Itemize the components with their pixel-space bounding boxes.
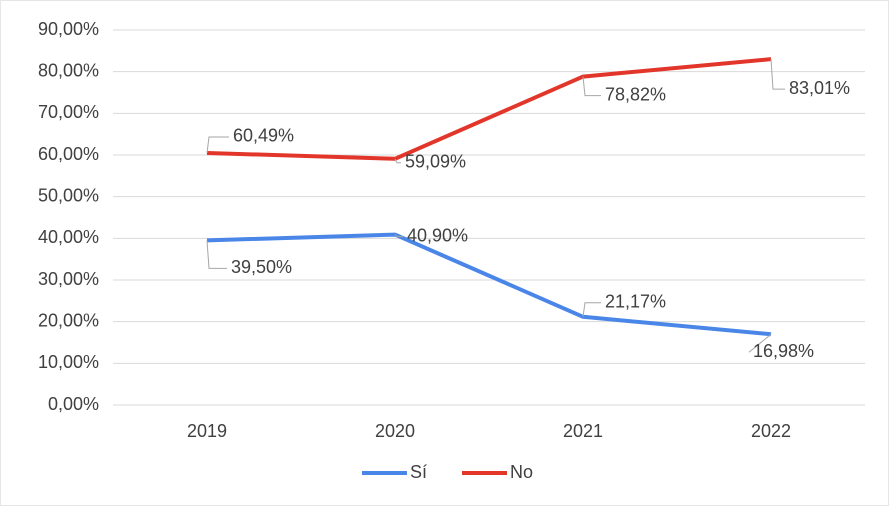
data-label: 16,98% [753,341,814,361]
y-tick-label: 20,00% [38,310,99,330]
leader-line [582,302,601,317]
data-label: 60,49% [233,126,294,146]
x-tick-label: 2020 [375,421,415,441]
leader-line [770,59,785,90]
x-tick-label: 2021 [563,421,603,441]
leader-line [206,240,227,269]
data-label: 78,82% [605,84,666,104]
y-tick-label: 40,00% [38,227,99,247]
legend-label: No [510,462,533,482]
y-tick-label: 30,00% [38,269,99,289]
y-tick-label: 90,00% [38,19,99,39]
data-label: 40,90% [407,225,468,245]
data-label: 39,50% [231,257,292,277]
x-tick-label: 2019 [187,421,227,441]
data-label: 21,17% [605,292,666,312]
leader-line [582,76,601,97]
legend-label: Sí [410,462,427,482]
series-line [206,57,772,161]
y-tick-label: 80,00% [38,60,99,80]
y-tick-label: 0,00% [48,394,99,414]
x-tick-label: 2022 [751,421,791,441]
y-tick-label: 70,00% [38,102,99,122]
leader-line [748,333,772,353]
series-line [206,232,772,337]
data-label: 83,01% [789,78,850,98]
y-tick-label: 50,00% [38,185,99,205]
data-label: 59,09% [405,152,466,172]
leader-line [394,234,403,238]
y-tick-label: 60,00% [38,144,99,164]
leader-line [394,158,401,164]
leader-line [206,136,229,154]
y-tick-label: 10,00% [38,352,99,372]
